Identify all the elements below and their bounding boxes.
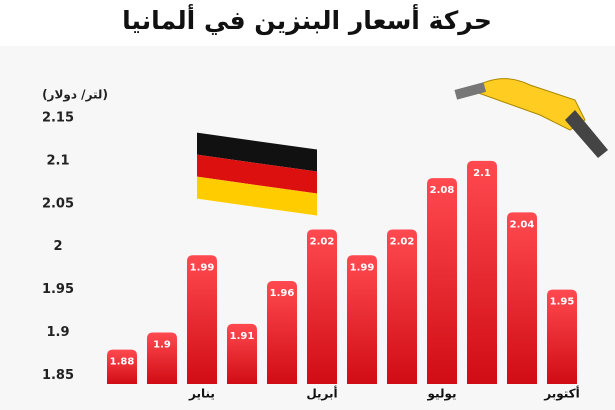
y-axis-label: (لتر/ دولار) bbox=[42, 88, 108, 103]
x-tick-label: أكتوبر bbox=[543, 386, 579, 402]
bar bbox=[387, 229, 417, 384]
fuel-nozzle-icon bbox=[454, 78, 608, 158]
flag-icon bbox=[197, 132, 317, 216]
y-tick-label: 2.15 bbox=[42, 111, 74, 126]
x-tick-label: أبريل bbox=[306, 386, 337, 401]
bar bbox=[347, 255, 377, 384]
bar bbox=[147, 332, 177, 384]
value-label: 1.96 bbox=[270, 288, 295, 299]
value-label: 2.02 bbox=[390, 237, 415, 248]
x-tick-label: يوليو bbox=[427, 387, 457, 402]
value-label: 2.02 bbox=[310, 237, 335, 248]
value-label: 1.95 bbox=[550, 297, 575, 308]
value-label: 2.08 bbox=[430, 185, 455, 196]
y-tick-label: 2.1 bbox=[46, 153, 69, 168]
y-tick-label: 2.05 bbox=[42, 196, 74, 211]
title-band bbox=[0, 0, 615, 46]
value-label: 2.04 bbox=[510, 219, 535, 230]
value-label: 1.91 bbox=[230, 331, 255, 342]
value-label: 1.99 bbox=[350, 262, 375, 273]
bar bbox=[427, 178, 457, 384]
y-tick-label: 1.95 bbox=[42, 282, 74, 297]
y-tick-label: 1.85 bbox=[42, 368, 74, 383]
chart-title: حركة أسعار البنزين في ألمانيا bbox=[122, 4, 492, 36]
bar bbox=[507, 212, 537, 384]
bar bbox=[267, 281, 297, 384]
value-label: 1.88 bbox=[110, 357, 135, 368]
bar bbox=[467, 160, 497, 384]
bar bbox=[107, 349, 137, 384]
bar bbox=[547, 289, 577, 384]
bar bbox=[187, 255, 217, 384]
bar bbox=[227, 323, 257, 384]
y-tick-label: 1.9 bbox=[46, 325, 69, 340]
x-tick-label: يناير bbox=[188, 387, 215, 401]
value-label: 1.9 bbox=[153, 340, 171, 351]
y-tick-label: 2 bbox=[53, 239, 62, 254]
bar bbox=[307, 229, 337, 384]
value-label: 2.1 bbox=[473, 168, 491, 179]
value-label: 1.99 bbox=[190, 262, 215, 273]
